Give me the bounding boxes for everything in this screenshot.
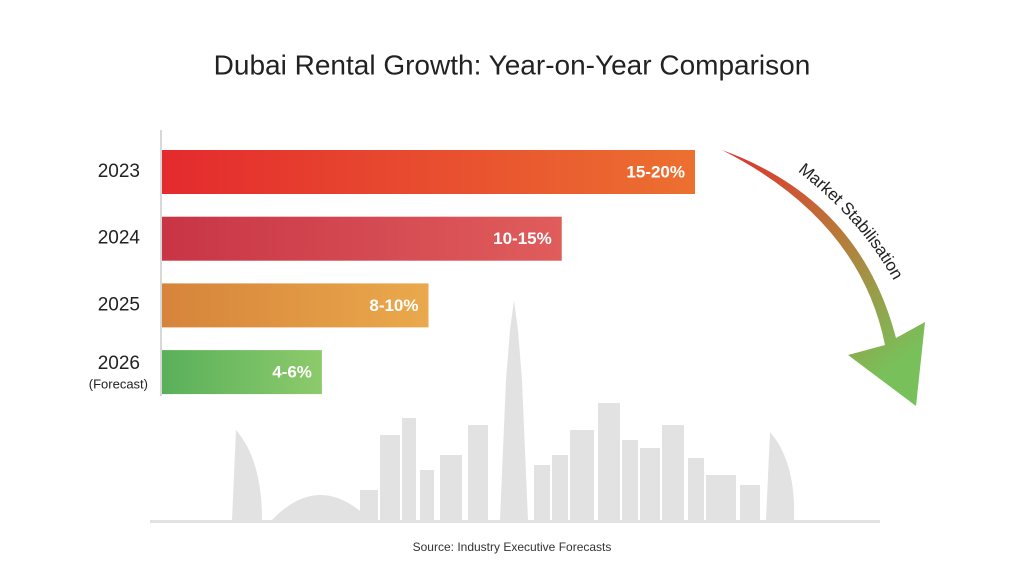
value-label: 10-15% — [493, 229, 552, 248]
bar — [162, 283, 429, 328]
trend-arrow — [722, 150, 925, 406]
category-label: 2026 — [98, 353, 140, 374]
source-note: Source: Industry Executive Forecasts — [413, 540, 612, 554]
chart-title: Dubai Rental Growth: Year-on-Year Compar… — [214, 49, 811, 80]
annotation-text: Market Stabilisation — [795, 160, 907, 283]
bar — [162, 216, 562, 261]
forecast-label: (Forecast) — [89, 377, 148, 392]
bar — [162, 150, 695, 194]
bar — [162, 350, 322, 395]
value-label: 4-6% — [272, 363, 312, 382]
annotation: Market Stabilisation — [795, 160, 907, 283]
category-label: 2023 — [98, 161, 140, 182]
category-label: 2024 — [98, 228, 141, 249]
value-label: 8-10% — [369, 296, 418, 315]
skyline — [150, 300, 880, 523]
value-label: 15-20% — [626, 162, 685, 181]
category-label: 2025 — [98, 294, 140, 315]
